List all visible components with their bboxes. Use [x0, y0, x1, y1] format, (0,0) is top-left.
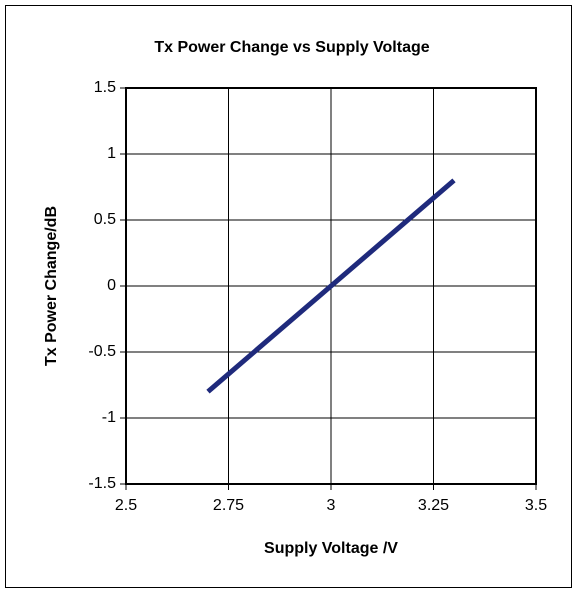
- y-tick-label: -0.5: [88, 343, 116, 360]
- y-tick-label: 0.5: [94, 211, 116, 228]
- chart-border: [5, 5, 572, 588]
- y-tick-label: 1: [107, 145, 116, 162]
- x-tick-label: 3.5: [525, 497, 547, 514]
- x-tick-label: 2.75: [213, 497, 244, 514]
- y-tick-label: 1.5: [94, 79, 116, 96]
- x-axis-label: Supply Voltage /V: [264, 540, 398, 557]
- y-axis-label: Tx Power Change/dB: [43, 206, 60, 366]
- y-tick-label: -1.5: [88, 475, 116, 492]
- y-tick-label: -1: [102, 409, 116, 426]
- y-tick-label: 0: [107, 277, 116, 294]
- x-tick-label: 3: [327, 497, 336, 514]
- plot-frame: [125, 87, 537, 485]
- x-tick-label: 3.25: [418, 497, 449, 514]
- chart-title: Tx Power Change vs Supply Voltage: [154, 39, 429, 56]
- x-tick-label: 2.5: [115, 497, 137, 514]
- data-line: [206, 178, 456, 394]
